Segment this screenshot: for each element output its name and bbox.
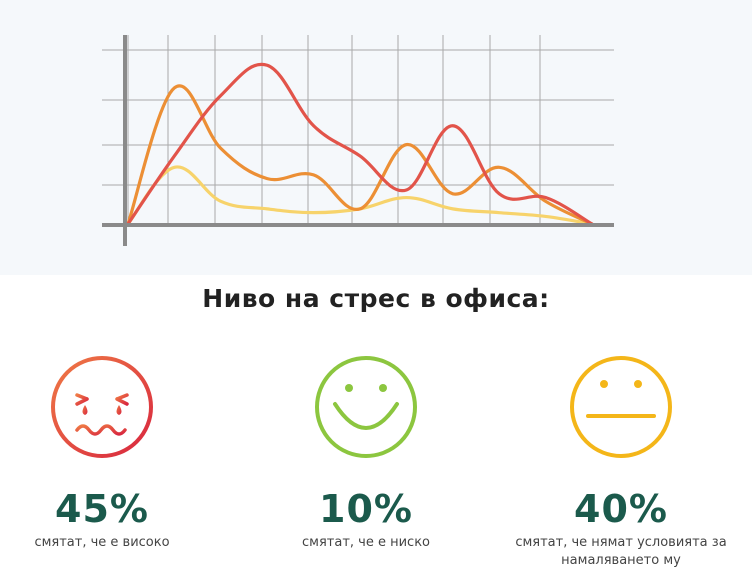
stress-line-chart: [102, 35, 614, 246]
percent-high: 45%: [55, 487, 149, 531]
series-line-2: [126, 165, 594, 226]
stat-no-conditions: 40% смятат, че нямат условията за намаля…: [501, 352, 741, 570]
series-line-1: [126, 84, 594, 226]
stat-high: 45% смятат, че е високо: [0, 352, 222, 552]
series-line-0: [126, 62, 594, 226]
neutral-face-icon: [570, 356, 672, 458]
caption-low: смятат, че е ниско: [302, 535, 430, 550]
percent-no-conditions: 40%: [574, 487, 668, 531]
stat-low: 10% смятат, че е ниско: [246, 352, 486, 552]
page-title: Ниво на стрес в офиса:: [202, 284, 550, 313]
percent-low: 10%: [319, 487, 413, 531]
caption-high: смятат, че е високо: [34, 535, 170, 550]
smiling-face-icon: [315, 356, 417, 458]
sad-face-icon: [51, 356, 153, 458]
chart-panel: [0, 0, 752, 275]
caption-no-conditions: смятат, че нямат условията за намаляване…: [515, 535, 727, 568]
